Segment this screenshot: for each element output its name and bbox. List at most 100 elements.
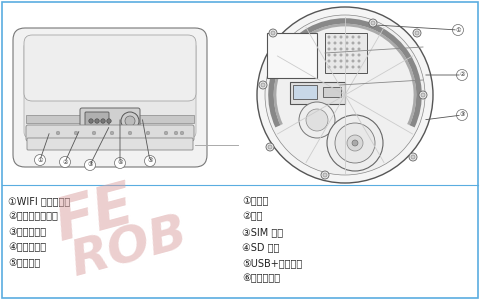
- Circle shape: [358, 47, 360, 50]
- Bar: [325, 33, 367, 73]
- Text: ④电量指示灯: ④电量指示灯: [8, 242, 46, 253]
- Bar: [26, 115, 194, 123]
- Circle shape: [174, 131, 178, 135]
- Circle shape: [327, 47, 331, 50]
- Circle shape: [164, 131, 168, 135]
- Circle shape: [351, 53, 355, 56]
- FancyBboxPatch shape: [80, 108, 140, 134]
- Text: ④: ④: [117, 160, 123, 166]
- Text: ①: ①: [37, 158, 43, 163]
- Circle shape: [259, 81, 267, 89]
- Text: ①WIFI 连接指示灯: ①WIFI 连接指示灯: [8, 196, 70, 206]
- Circle shape: [347, 135, 363, 151]
- Circle shape: [321, 171, 329, 179]
- Circle shape: [369, 19, 377, 27]
- Circle shape: [371, 21, 375, 25]
- Circle shape: [339, 41, 343, 44]
- Circle shape: [351, 47, 355, 50]
- Circle shape: [339, 47, 343, 50]
- Circle shape: [339, 59, 343, 62]
- Text: ②: ②: [459, 73, 465, 77]
- Circle shape: [419, 91, 427, 99]
- Circle shape: [60, 157, 71, 167]
- Circle shape: [346, 35, 348, 38]
- Circle shape: [89, 119, 93, 123]
- Circle shape: [327, 53, 331, 56]
- Circle shape: [334, 53, 336, 56]
- Text: ①: ①: [455, 28, 461, 32]
- Bar: [267, 33, 317, 78]
- Text: ⑤USB+充电接口: ⑤USB+充电接口: [242, 258, 302, 268]
- Circle shape: [334, 47, 336, 50]
- Circle shape: [146, 131, 150, 135]
- Circle shape: [334, 65, 336, 68]
- Circle shape: [95, 119, 99, 123]
- Circle shape: [358, 53, 360, 56]
- Circle shape: [306, 109, 328, 131]
- Circle shape: [74, 131, 78, 135]
- Circle shape: [334, 59, 336, 62]
- Circle shape: [351, 59, 355, 62]
- Circle shape: [327, 115, 383, 171]
- Circle shape: [334, 35, 336, 38]
- Text: ⑤: ⑤: [147, 158, 153, 164]
- Circle shape: [261, 83, 265, 87]
- Circle shape: [339, 35, 343, 38]
- FancyBboxPatch shape: [85, 112, 109, 128]
- FancyBboxPatch shape: [13, 28, 207, 167]
- Text: ROB: ROB: [66, 209, 194, 286]
- Text: ②喔叭: ②喔叭: [242, 212, 263, 221]
- Circle shape: [352, 140, 358, 146]
- Circle shape: [269, 29, 277, 37]
- Circle shape: [101, 119, 105, 123]
- Circle shape: [358, 35, 360, 38]
- FancyBboxPatch shape: [24, 35, 196, 101]
- Circle shape: [358, 41, 360, 44]
- Text: ③: ③: [87, 163, 93, 167]
- Circle shape: [409, 153, 417, 161]
- Circle shape: [323, 173, 327, 177]
- Circle shape: [268, 145, 272, 149]
- Circle shape: [456, 110, 468, 121]
- Circle shape: [115, 158, 125, 169]
- Circle shape: [107, 119, 111, 123]
- Circle shape: [257, 7, 433, 183]
- Circle shape: [327, 65, 331, 68]
- Text: FE: FE: [49, 177, 141, 253]
- Text: ③网络指示灯: ③网络指示灯: [8, 227, 46, 237]
- Bar: [323, 87, 341, 97]
- Text: ①防水帽: ①防水帽: [242, 196, 268, 206]
- Text: ⑥系统复位孔: ⑥系统复位孔: [242, 274, 280, 284]
- Bar: [290, 82, 345, 104]
- Text: ②: ②: [62, 160, 68, 164]
- Circle shape: [35, 154, 46, 166]
- Text: ③: ③: [459, 112, 465, 118]
- Circle shape: [180, 131, 184, 135]
- Circle shape: [334, 41, 336, 44]
- Text: ②定位状态指示灯: ②定位状态指示灯: [8, 212, 58, 221]
- Text: ④SD 卡槽: ④SD 卡槽: [242, 242, 279, 253]
- Circle shape: [351, 35, 355, 38]
- Circle shape: [84, 160, 96, 170]
- Circle shape: [346, 53, 348, 56]
- Circle shape: [415, 31, 419, 35]
- Circle shape: [121, 112, 139, 130]
- Circle shape: [411, 155, 415, 159]
- Circle shape: [299, 102, 335, 138]
- Circle shape: [271, 31, 275, 35]
- Circle shape: [453, 25, 464, 35]
- Bar: [293, 85, 317, 99]
- Circle shape: [339, 65, 343, 68]
- Circle shape: [358, 59, 360, 62]
- Circle shape: [335, 123, 375, 163]
- Circle shape: [339, 53, 343, 56]
- FancyBboxPatch shape: [26, 125, 194, 141]
- Circle shape: [125, 116, 135, 126]
- Circle shape: [265, 15, 425, 175]
- Circle shape: [92, 131, 96, 135]
- Text: ③SIM 卡槽: ③SIM 卡槽: [242, 227, 283, 237]
- Circle shape: [56, 131, 60, 135]
- Circle shape: [346, 65, 348, 68]
- Circle shape: [327, 41, 331, 44]
- Circle shape: [346, 41, 348, 44]
